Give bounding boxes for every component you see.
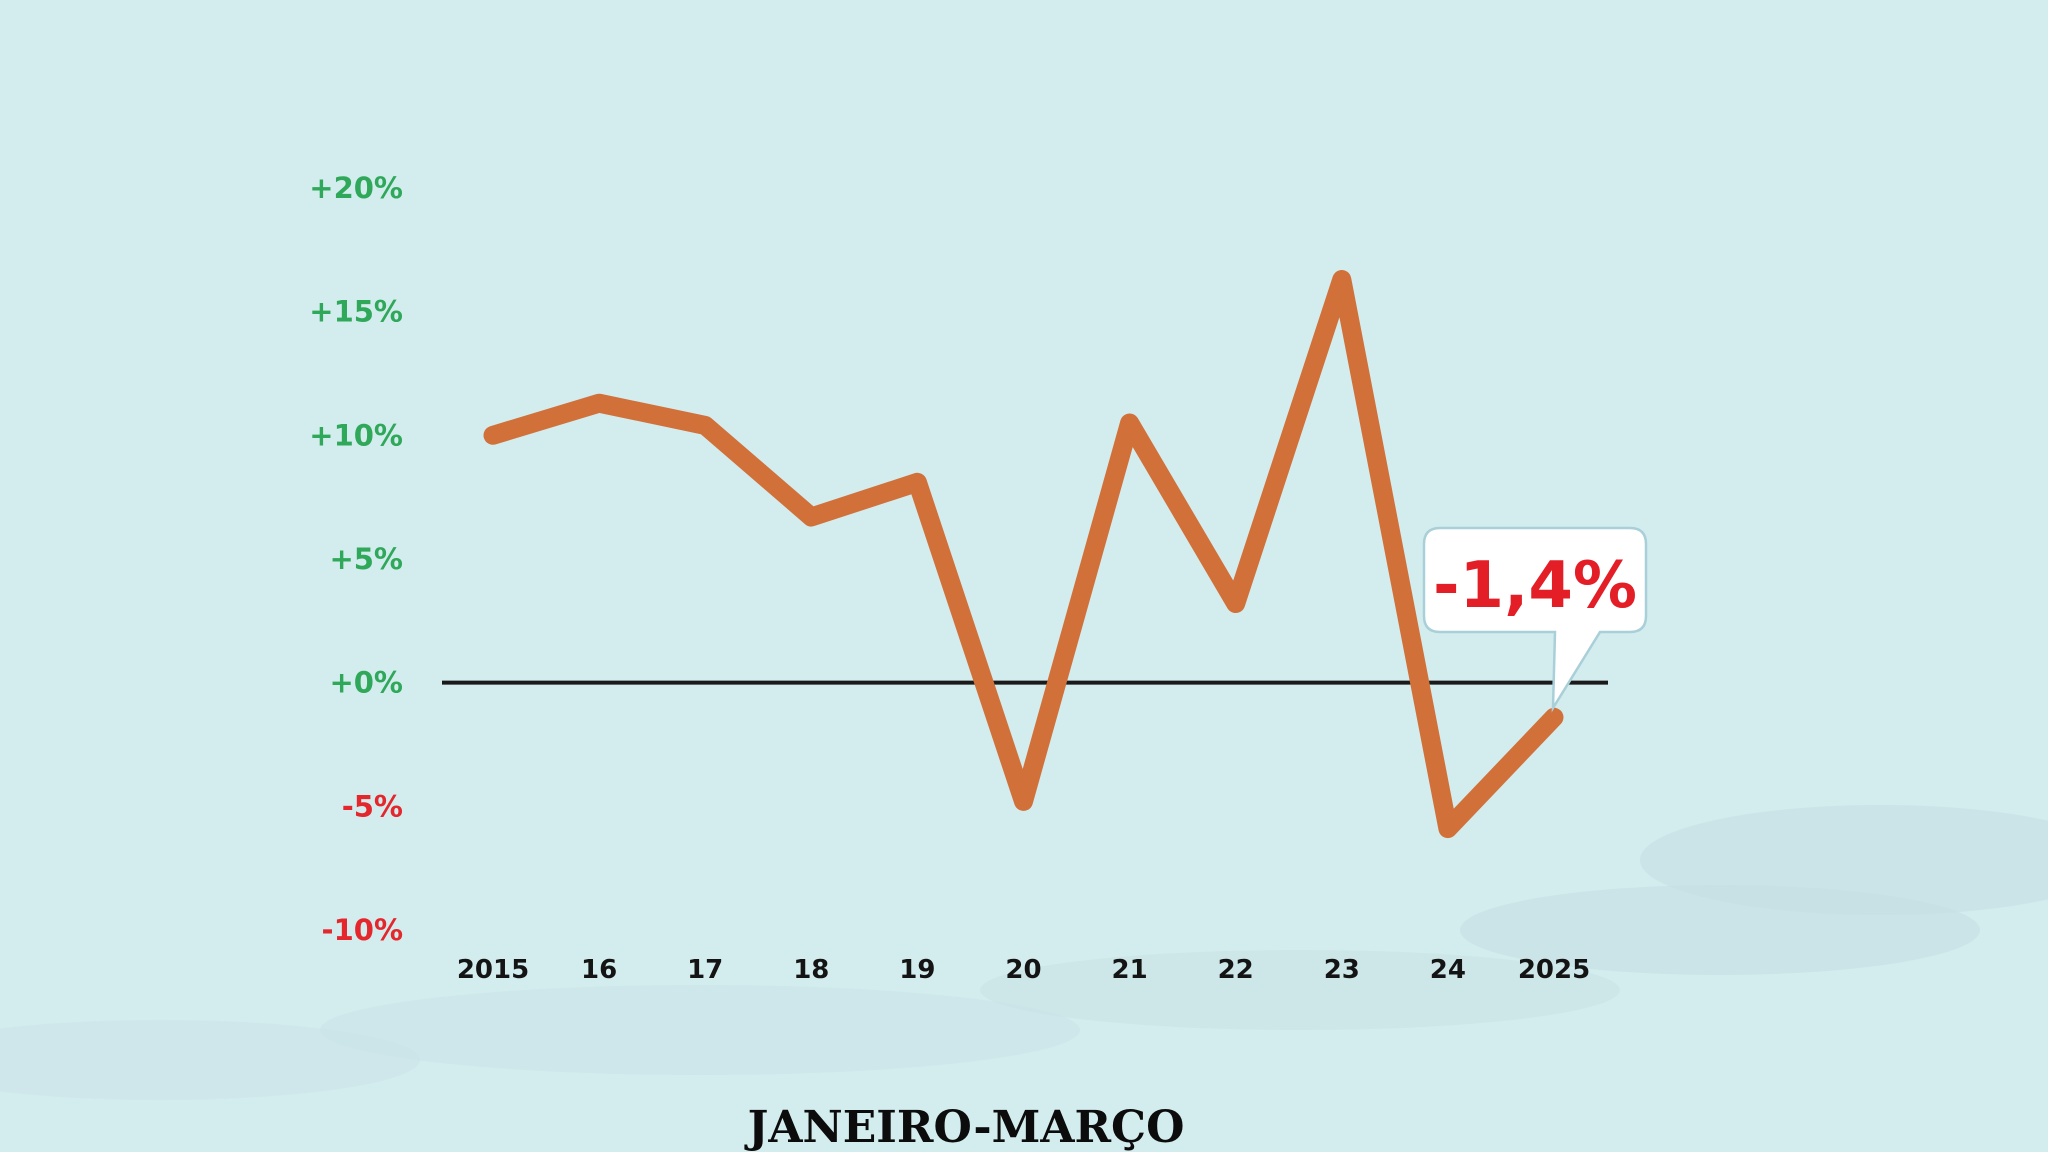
x-tick-label: 19 <box>899 955 935 985</box>
x-tick-label: 17 <box>687 955 723 985</box>
x-tick-label: 2015 <box>457 955 529 985</box>
x-tick-label: 22 <box>1218 955 1254 985</box>
y-tick-label: +15% <box>309 295 403 329</box>
series-line <box>483 270 1564 839</box>
x-tick-label: 23 <box>1324 955 1360 985</box>
x-tick-label: 18 <box>793 955 829 985</box>
x-tick-label: 24 <box>1430 955 1466 985</box>
value-callout: -1,4% <box>1422 526 1648 713</box>
background-haze <box>0 805 2048 1100</box>
x-tick-label: 16 <box>581 955 617 985</box>
y-tick-label: +10% <box>309 418 403 452</box>
x-tick-label: 2025 <box>1518 955 1590 985</box>
y-tick-label: +5% <box>329 542 403 576</box>
y-tick-label: -5% <box>342 789 403 823</box>
y-tick-label: -10% <box>322 913 403 947</box>
y-tick-label: +20% <box>309 171 403 205</box>
y-tick-label: +0% <box>329 666 403 700</box>
x-tick-label: 21 <box>1112 955 1148 985</box>
callout-bubble <box>1422 526 1648 713</box>
callout-label: -1,4% <box>1433 549 1637 623</box>
x-tick-label: 20 <box>1005 955 1041 985</box>
x-axis-caption: JANEIRO-MARÇO <box>744 1102 1185 1152</box>
